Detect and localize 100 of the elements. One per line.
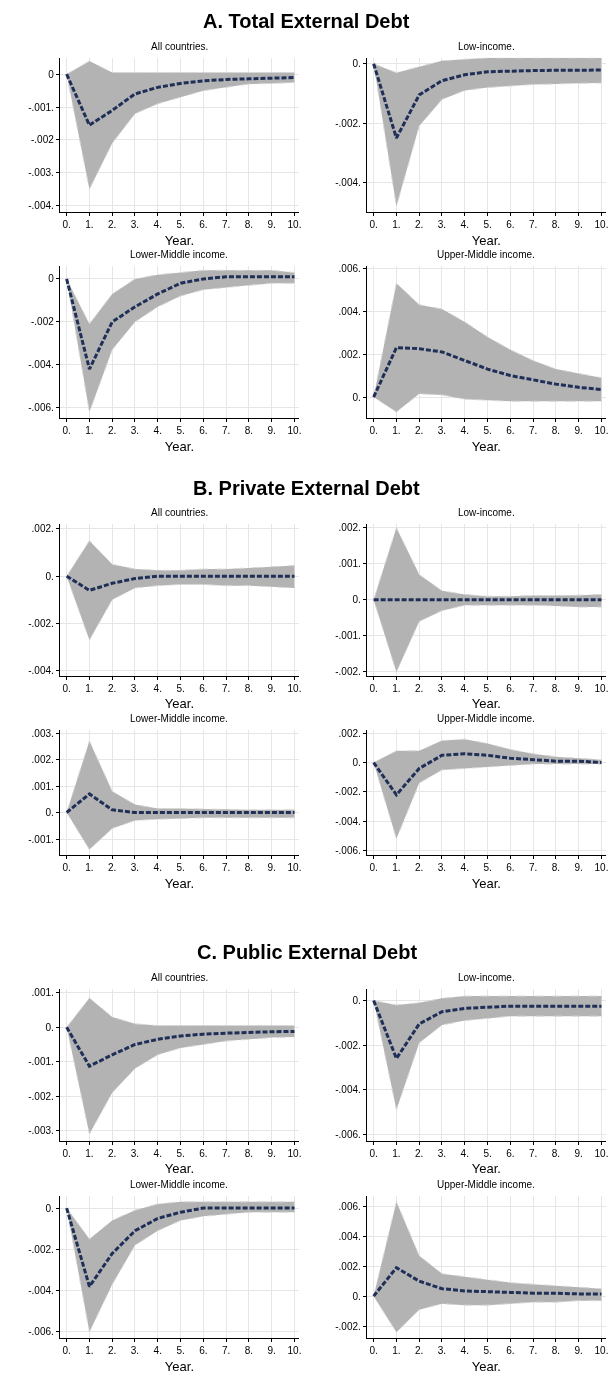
x-tick-label: 5. bbox=[176, 1345, 185, 1357]
chart-title: All countries. bbox=[151, 507, 209, 518]
y-tick-label: .004. bbox=[338, 305, 361, 317]
y-tick-label: -.002 bbox=[31, 316, 55, 328]
y-tick-label: -.001. bbox=[28, 833, 54, 845]
x-tick-label: 3. bbox=[130, 682, 140, 694]
y-tick-label: -.004. bbox=[28, 200, 54, 212]
x-axis-title: Year. bbox=[164, 1161, 194, 1177]
x-tick-label: 5. bbox=[483, 425, 492, 437]
y-tick-label: -.004. bbox=[28, 665, 54, 677]
x-tick-label: 6. bbox=[506, 682, 515, 694]
line-series bbox=[65, 1206, 296, 1289]
x-tick-label: 8. bbox=[244, 861, 254, 873]
x-tick-label: 0. bbox=[62, 1147, 71, 1159]
y-tick-label: -.002. bbox=[28, 1090, 54, 1102]
chart-title: Upper-Middle income. bbox=[437, 249, 535, 260]
x-tick-label: 7. bbox=[221, 861, 231, 873]
y-tick-label: -.004. bbox=[335, 815, 361, 827]
x-tick-label: 1. bbox=[392, 219, 401, 231]
x-tick-label: 1. bbox=[392, 1345, 401, 1357]
x-tick-label: 9. bbox=[267, 1345, 276, 1357]
y-tick-label: 0 bbox=[48, 68, 55, 80]
x-tick-label: 6. bbox=[199, 682, 208, 694]
x-tick-label: 7. bbox=[528, 1345, 538, 1357]
line-series bbox=[372, 999, 603, 1060]
x-axis-title: Year. bbox=[471, 696, 501, 712]
x-tick-label: 6. bbox=[506, 425, 515, 437]
y-tick-label: .001. bbox=[31, 780, 54, 792]
x-tick-label: 9. bbox=[574, 682, 583, 694]
y-tick-label: 0. bbox=[45, 570, 54, 582]
x-axis-title: Year. bbox=[164, 1358, 194, 1374]
x-tick-label: 7. bbox=[528, 861, 538, 873]
x-tick-label: 1. bbox=[392, 682, 401, 694]
x-tick-label: 3. bbox=[437, 425, 447, 437]
x-tick-label: 9. bbox=[574, 1345, 583, 1357]
x-tick-label: 10. bbox=[594, 219, 609, 231]
x-tick-label: 8. bbox=[551, 1345, 561, 1357]
y-tick-label: -.004. bbox=[335, 1084, 361, 1096]
x-tick-label: 9. bbox=[267, 425, 276, 437]
y-tick-label: -.002. bbox=[28, 1243, 54, 1255]
x-tick-label: 2. bbox=[108, 682, 117, 694]
x-tick-label: 2. bbox=[108, 1345, 117, 1357]
y-tick-label: 0. bbox=[45, 807, 54, 819]
x-tick-label: 1. bbox=[392, 425, 401, 437]
x-axis-title: Year. bbox=[471, 1358, 501, 1374]
y-tick-label: -.006. bbox=[28, 402, 54, 414]
x-tick-label: 6. bbox=[199, 425, 208, 437]
chart-title: Low-income. bbox=[458, 972, 515, 983]
x-tick-label: 6. bbox=[199, 219, 208, 231]
x-tick-label: 6. bbox=[199, 1345, 208, 1357]
y-tick-label: .001. bbox=[338, 558, 361, 570]
x-tick-label: 5. bbox=[176, 682, 185, 694]
y-tick-label: 0. bbox=[352, 995, 361, 1007]
x-tick-label: 0. bbox=[369, 1147, 378, 1159]
y-tick-label: .002. bbox=[338, 348, 361, 360]
chart-title: Lower-Middle income. bbox=[130, 713, 228, 724]
x-tick-label: 2. bbox=[415, 219, 424, 231]
y-tick-label: 0. bbox=[352, 594, 361, 606]
x-tick-label: 5. bbox=[176, 861, 185, 873]
chart-title: Lower-Middle income. bbox=[130, 249, 228, 260]
x-tick-label: 1. bbox=[392, 1147, 401, 1159]
x-tick-label: 1. bbox=[85, 682, 94, 694]
x-tick-label: 6. bbox=[199, 1147, 208, 1159]
x-tick-label: 2. bbox=[108, 219, 117, 231]
y-tick-label: 0. bbox=[45, 1021, 54, 1033]
x-tick-label: 5. bbox=[176, 425, 185, 437]
x-tick-label: 5. bbox=[176, 1147, 185, 1159]
text: B. Private External Debt bbox=[193, 477, 421, 499]
x-tick-label: 4. bbox=[460, 682, 469, 694]
x-tick-label: 3. bbox=[130, 425, 140, 437]
x-tick-label: 0. bbox=[369, 425, 378, 437]
y-tick-label: -.003. bbox=[28, 1125, 54, 1137]
x-tick-label: 3. bbox=[130, 219, 140, 231]
y-tick-label: .002. bbox=[31, 523, 54, 535]
x-tick-label: 4. bbox=[153, 861, 162, 873]
x-tick-label: 3. bbox=[437, 861, 447, 873]
x-tick-label: 6. bbox=[506, 219, 515, 231]
y-tick-label: 0. bbox=[352, 1290, 361, 1302]
y-tick-label: -.002. bbox=[335, 666, 361, 678]
x-tick-label: 9. bbox=[267, 861, 276, 873]
x-tick-label: 2. bbox=[108, 425, 117, 437]
x-tick-label: 4. bbox=[460, 219, 469, 231]
x-tick-label: 5. bbox=[483, 682, 492, 694]
x-tick-label: 10. bbox=[287, 1345, 302, 1357]
x-axis-title: Year. bbox=[164, 696, 194, 712]
x-tick-label: 10. bbox=[287, 682, 302, 694]
x-tick-label: 7. bbox=[528, 682, 538, 694]
x-tick-label: 9. bbox=[267, 682, 276, 694]
line-series bbox=[372, 752, 603, 797]
x-tick-label: 7. bbox=[221, 425, 231, 437]
x-tick-label: 6. bbox=[199, 861, 208, 873]
x-axis-title: Year. bbox=[471, 439, 501, 455]
y-tick-label: 0. bbox=[45, 1202, 54, 1214]
x-tick-label: 3. bbox=[130, 861, 140, 873]
x-tick-label: 3. bbox=[437, 682, 447, 694]
y-tick-label: 0. bbox=[352, 58, 361, 70]
x-tick-label: 1. bbox=[85, 861, 94, 873]
x-tick-label: 8. bbox=[244, 425, 254, 437]
x-tick-label: 0. bbox=[369, 861, 378, 873]
x-tick-label: 4. bbox=[460, 1147, 469, 1159]
